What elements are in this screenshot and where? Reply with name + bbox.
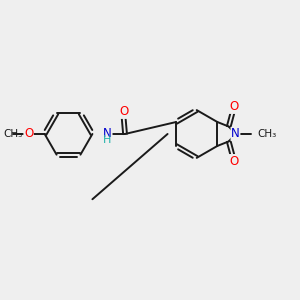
Text: O: O bbox=[230, 154, 239, 168]
Text: CH₃: CH₃ bbox=[257, 129, 277, 139]
Text: O: O bbox=[24, 128, 33, 140]
Text: N: N bbox=[103, 128, 112, 140]
Text: CH₃: CH₃ bbox=[4, 129, 23, 139]
Text: N: N bbox=[231, 128, 240, 140]
Text: O: O bbox=[230, 100, 239, 113]
Text: H: H bbox=[103, 135, 112, 146]
Text: O: O bbox=[119, 105, 128, 118]
